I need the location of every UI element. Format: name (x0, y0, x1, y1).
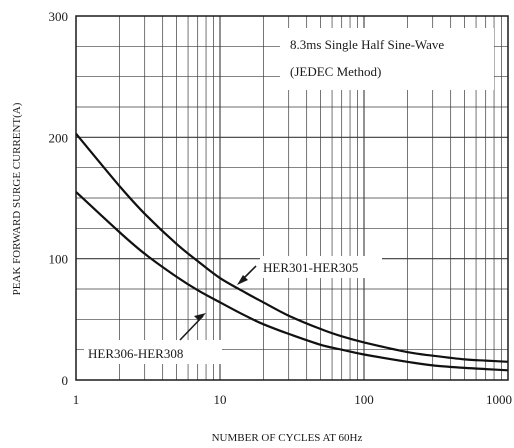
plot-frame (75, 15, 509, 381)
y-tick-label: 300 (49, 9, 69, 24)
note-box: 8.3ms Single Half Sine-Wave (JEDEC Metho… (280, 28, 494, 90)
tick-labels: 1 10 100 1000 0 100 200 300 (49, 9, 513, 407)
x-tick-label: 1000 (486, 392, 512, 407)
label-her306-her308: HER306-HER308 (84, 313, 222, 364)
y-tick-label: 100 (49, 252, 69, 267)
series-label-her301-her305: HER301-HER305 (263, 260, 358, 275)
arrow-head-her301-her305 (237, 275, 248, 285)
y-tick-label: 200 (49, 130, 69, 145)
x-axis-label: NUMBER OF CYCLES AT 60Hz (212, 432, 363, 444)
note-box-background (280, 28, 494, 90)
note-line-1: 8.3ms Single Half Sine-Wave (290, 37, 444, 52)
series-label-her306-her308: HER306-HER308 (88, 346, 183, 361)
series-label-background (84, 340, 222, 364)
series-line-her306-her308 (75, 191, 509, 372)
y-axis-label: PEAK FORWARD SURGE CURRENT(A) (11, 102, 23, 295)
x-tick-label: 1 (73, 392, 80, 407)
curves (75, 132, 509, 372)
label-her301-her305: HER301-HER305 (237, 256, 382, 285)
note-line-2: (JEDEC Method) (290, 64, 381, 79)
y-tick-label: 0 (62, 373, 69, 388)
series-label-background (260, 256, 382, 278)
x-tick-label: 10 (214, 392, 227, 407)
x-tick-label: 100 (354, 392, 374, 407)
series-line-her301-her305 (75, 132, 509, 363)
arrow-head-her306-her308 (194, 313, 206, 321)
